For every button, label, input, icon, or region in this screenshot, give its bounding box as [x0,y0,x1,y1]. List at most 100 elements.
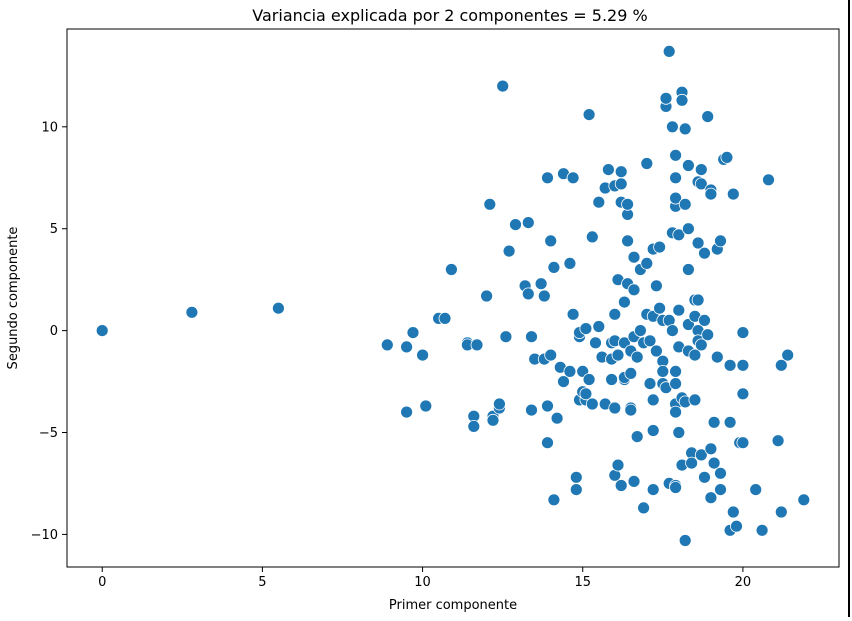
data-point-191 [710,350,724,364]
data-point-187 [704,491,718,505]
data-point-138 [669,171,682,185]
data-point-39 [544,234,558,248]
data-point-4 [400,340,414,354]
data-point-14 [470,338,484,352]
data-point-66 [592,320,606,333]
data-point-136 [666,324,679,338]
window-edge-line [848,0,850,617]
data-point-87 [614,165,628,179]
data-point-200 [726,187,740,201]
data-point-36 [541,171,554,185]
data-point-67 [592,195,606,209]
data-point-98 [624,366,638,380]
data-point-0 [95,324,109,338]
data-point-48 [563,364,577,378]
data-point-94 [621,234,634,248]
y-tick-label-2: 0 [50,324,58,339]
y-axis-label: Segundo componente [6,227,21,370]
data-point-114 [643,377,657,391]
data-point-146 [669,481,682,494]
data-point-95 [621,197,634,211]
axes-frame [66,28,840,568]
data-point-11 [444,263,458,276]
data-point-7 [400,405,414,419]
data-point-111 [640,157,654,170]
data-point-196 [720,150,734,164]
data-point-18 [483,197,497,211]
data-point-178 [694,448,708,462]
data-point-189 [707,456,721,470]
data-point-161 [682,263,695,276]
data-point-105 [630,430,644,444]
data-point-118 [646,424,660,437]
data-point-169 [688,393,702,407]
data-point-101 [627,283,641,297]
data-point-119 [646,483,660,497]
data-point-181 [698,470,711,484]
data-point-207 [736,326,750,340]
data-point-120 [650,344,663,358]
data-point-63 [585,397,599,411]
data-point-131 [662,45,676,58]
y-tick-label-1: −5 [39,426,58,441]
data-point-24 [499,330,513,344]
data-point-3 [380,338,394,352]
data-point-206 [736,358,750,372]
data-point-62 [582,373,596,386]
data-point-64 [585,230,599,244]
data-point-185 [704,187,718,201]
data-point-202 [730,519,743,533]
data-point-33 [534,277,548,291]
data-point-204 [736,387,750,401]
data-point-117 [646,393,660,407]
data-point-142 [669,377,682,391]
data-point-201 [726,505,740,519]
data-point-182 [701,110,715,123]
data-point-51 [569,470,583,484]
x-tick-label-2: 10 [414,575,431,590]
data-point-134 [666,120,679,134]
data-point-47 [563,256,577,270]
data-point-30 [525,330,538,344]
x-tick-label-0: 0 [98,575,106,590]
data-point-52 [569,483,583,497]
data-point-77 [608,307,622,321]
data-point-140 [669,191,682,205]
data-point-25 [502,244,516,258]
data-point-175 [694,163,708,177]
data-point-214 [781,348,795,362]
data-point-61 [582,108,596,121]
data-point-141 [669,364,682,378]
data-point-29 [521,216,535,230]
data-point-198 [723,415,737,429]
data-point-159 [682,159,695,172]
data-point-42 [547,493,561,507]
data-point-41 [547,260,561,274]
data-point-34 [537,289,551,303]
data-point-160 [682,222,695,236]
data-point-123 [653,301,666,315]
points-layer [95,45,811,547]
data-point-144 [669,405,682,419]
data-point-17 [480,289,494,303]
data-point-37 [541,399,554,413]
data-point-209 [755,523,769,537]
data-point-147 [672,303,686,317]
data-point-183 [701,328,715,342]
x-tick-label-3: 15 [574,575,591,590]
data-point-215 [797,493,811,507]
data-point-40 [544,348,558,362]
data-point-59 [579,387,593,401]
data-point-155 [678,122,692,136]
data-point-85 [614,177,628,191]
data-point-212 [774,358,788,372]
y-tick-label-3: 5 [50,222,58,237]
data-point-129 [659,91,673,105]
data-point-121 [650,279,663,293]
data-point-1 [185,305,199,319]
x-axis-label: Primer componente [389,598,517,613]
x-tick-label-1: 5 [258,575,266,590]
data-point-26 [509,218,522,232]
